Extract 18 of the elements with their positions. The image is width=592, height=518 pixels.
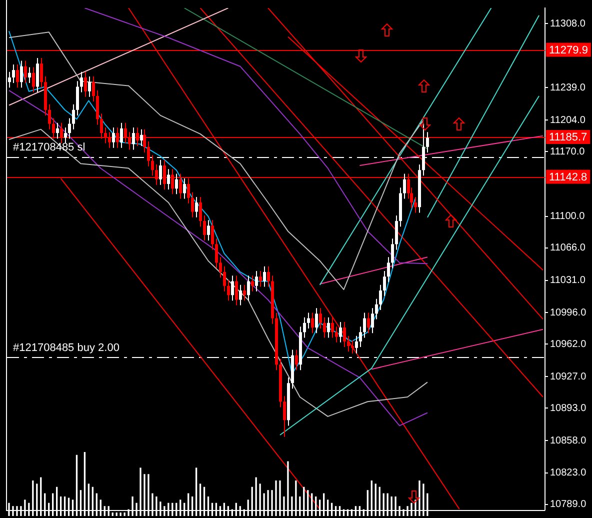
ref-line-label: 11142.8 <box>549 171 588 184</box>
y-tick-label: 11170.0 <box>550 146 586 158</box>
y-tick-label: 10789.0 <box>550 499 587 510</box>
y-tick-label: 10893.0 <box>550 402 587 414</box>
y-tick-label: 11204.0 <box>550 114 586 126</box>
y-tick-label: 11066.0 <box>550 242 586 254</box>
y-tick-label: 10996.0 <box>550 307 587 318</box>
y-tick-label: 10858.0 <box>550 435 587 446</box>
ref-line-label: 11185.7 <box>549 132 588 144</box>
y-tick-label: 11308.0 <box>550 18 586 30</box>
y-tick-label: 11031.0 <box>550 275 586 286</box>
y-tick-label: 10962.0 <box>550 338 587 350</box>
y-tick-label: 11100.0 <box>550 211 586 222</box>
y-tick-label: 11239.0 <box>550 82 586 94</box>
y-tick-label: 10823.0 <box>550 468 587 479</box>
ref-line-label: 11279.9 <box>549 44 588 56</box>
ref-line-label: #121708485 buy 2.00 <box>13 342 120 354</box>
y-tick-label: 10927.0 <box>550 371 587 382</box>
